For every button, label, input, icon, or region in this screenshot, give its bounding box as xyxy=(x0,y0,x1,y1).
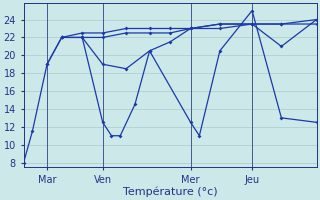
X-axis label: Température (°c): Température (°c) xyxy=(123,186,217,197)
